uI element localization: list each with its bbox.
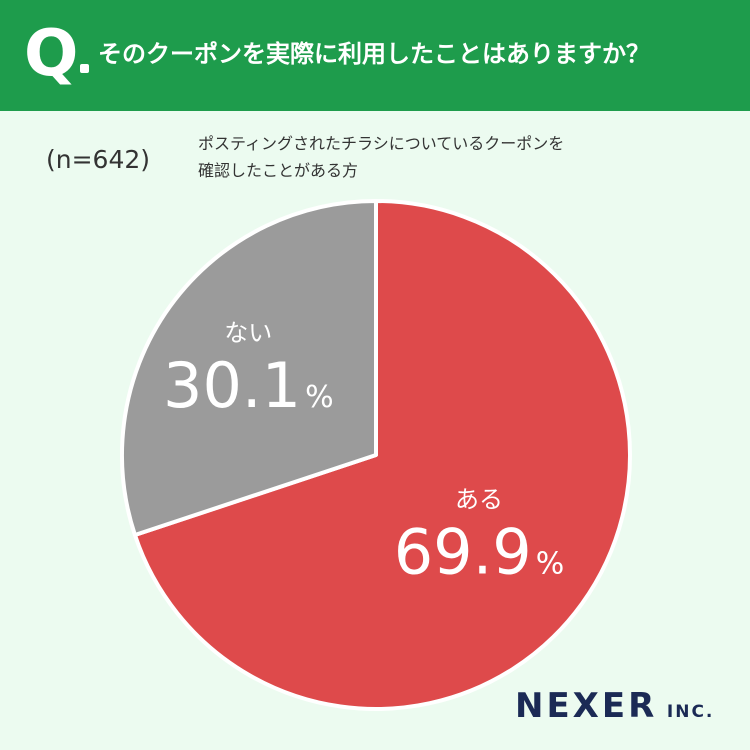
q-dot — [80, 64, 89, 73]
slice-value-yes: 69.9% — [394, 515, 565, 588]
sample-size: (n=642) — [46, 145, 151, 174]
target-line-1: ポスティングされたチラシについているクーポンを — [198, 134, 565, 153]
pie-slice-yes — [132, 199, 632, 711]
brand-logo: NEXER INC. — [515, 686, 714, 726]
brand-suffix: INC. — [666, 702, 715, 722]
question-header: Q そのクーポンを実際に利用したことはありますか？ — [0, 0, 750, 111]
slice-label-no: ない — [224, 319, 272, 347]
question-text: そのクーポンを実際に利用したことはありますか？ — [98, 40, 650, 68]
slice-value-no: 30.1% — [163, 349, 334, 422]
target-description: ポスティングされたチラシについているクーポンを 確認したことがある方 — [198, 130, 718, 184]
q-label: Q — [24, 17, 79, 91]
brand-name: NEXER — [515, 686, 658, 726]
target-line-2: 確認したことがある方 — [198, 161, 359, 180]
pie-slice-no — [120, 199, 378, 538]
slice-label-yes: ある — [455, 485, 503, 513]
